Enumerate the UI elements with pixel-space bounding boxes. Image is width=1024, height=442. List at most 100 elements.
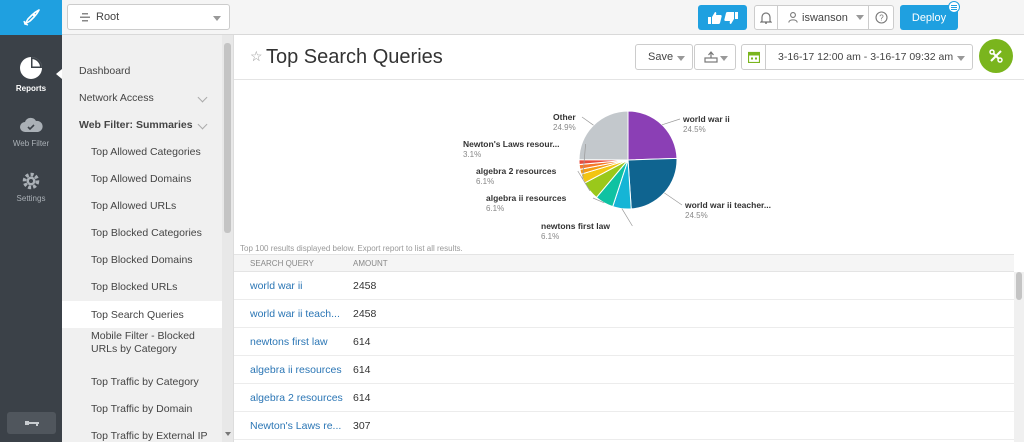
chevron-down-icon <box>720 56 728 61</box>
menu-item-8[interactable]: Top Blocked URLs <box>62 273 222 300</box>
menu-item-label: Mobile Filter - Blocked URLs by Category <box>91 330 195 355</box>
pie-percent-9: 24.9% <box>553 123 576 132</box>
collapse-rail-button[interactable] <box>7 412 56 434</box>
scroll-down-arrow-icon[interactable] <box>225 432 231 436</box>
menu-item-13[interactable]: Top Traffic by External IP <box>62 422 222 442</box>
table-row: algebra 2 resources 614 <box>234 384 1014 412</box>
chevron-down-icon <box>957 56 965 61</box>
pie-percent-3: 6.1% <box>486 204 504 213</box>
root-selector[interactable]: Root <box>67 4 230 30</box>
menu-item-label: Top Allowed URLs <box>91 199 177 212</box>
menu-item-9[interactable]: Top Search Queries <box>62 301 222 328</box>
table-scrollbar-thumb[interactable] <box>1016 272 1022 300</box>
save-label: Save <box>648 51 674 63</box>
menu-item-label: Top Allowed Categories <box>91 145 201 158</box>
menu-item-label: Top Allowed Domains <box>91 172 192 185</box>
table-row: algebra ii resources 614 <box>234 356 1014 384</box>
menu-item-label: Web Filter: Summaries <box>79 118 193 131</box>
deploy-menu-icon[interactable] <box>948 1 960 13</box>
deploy-label: Deploy <box>911 11 947 24</box>
rail-label-reports: Reports <box>15 84 47 93</box>
menu-item-label: Dashboard <box>79 64 131 77</box>
feedback-button[interactable] <box>698 5 747 30</box>
menu-item-4[interactable]: Top Allowed Domains <box>62 165 222 192</box>
pie-leader-line-4 <box>577 170 591 191</box>
menu-item-1[interactable]: Network Access <box>62 84 222 111</box>
notifications-button[interactable] <box>754 5 778 30</box>
table-row: world war ii teach... 2458 <box>234 300 1014 328</box>
favorite-star-icon[interactable]: ☆ <box>250 48 263 64</box>
pie-leader-line-2 <box>621 208 633 227</box>
rail-item-web-filter[interactable]: Web Filter <box>0 116 62 148</box>
chevron-down-icon <box>197 92 208 103</box>
pie-leader-line-1 <box>664 192 683 206</box>
menu-scrollbar-thumb[interactable] <box>224 43 231 233</box>
menu-item-label: Top Traffic by Domain <box>91 402 193 415</box>
bell-icon <box>760 12 772 24</box>
table-scrollbar[interactable] <box>1014 272 1024 442</box>
pie-label-5: Newton's Laws resour... <box>463 139 560 149</box>
pie-label-0: world war ii <box>682 114 730 124</box>
menu-item-10[interactable]: Mobile Filter - Blocked URLs by Category <box>62 328 212 368</box>
gear-icon <box>22 172 40 190</box>
save-button[interactable]: Save <box>635 44 693 70</box>
column-header-search-query[interactable]: SEARCH QUERY <box>250 259 314 268</box>
pie-leader-line-0 <box>661 118 681 126</box>
amount-value: 614 <box>353 392 371 404</box>
search-query-link[interactable]: algebra ii resources <box>250 364 342 376</box>
help-button[interactable]: ? <box>868 5 894 30</box>
hierarchy-icon <box>80 12 90 21</box>
tools-icon <box>989 49 1003 63</box>
pie-label-4: algebra 2 resources <box>476 166 557 176</box>
user-menu[interactable]: iswanson <box>777 5 869 30</box>
search-query-link[interactable]: Newton's Laws re... <box>250 420 342 432</box>
chevron-down-icon <box>197 119 208 130</box>
pie-label-9: Other <box>553 112 576 122</box>
menu-item-0[interactable]: Dashboard <box>62 57 222 84</box>
pie-label-3: algebra ii resources <box>486 193 567 203</box>
pie-percent-4: 6.1% <box>476 177 494 186</box>
pie-slice-0[interactable] <box>627 110 678 161</box>
search-query-link[interactable]: newtons first law <box>250 336 328 348</box>
pie-slice-9[interactable] <box>578 110 629 161</box>
date-range-picker[interactable]: 3-16-17 12:00 am - 3-16-17 09:32 am <box>741 44 973 70</box>
menu-item-label: Top Blocked Categories <box>91 226 202 239</box>
menu-item-label: Top Traffic by Category <box>91 375 199 388</box>
run-report-button[interactable] <box>979 39 1013 73</box>
menu-item-12[interactable]: Top Traffic by Domain <box>62 395 222 422</box>
calendar-icon <box>742 45 766 69</box>
export-button[interactable] <box>694 44 736 70</box>
page-title: Top Search Queries <box>266 46 443 68</box>
menu-item-7[interactable]: Top Blocked Domains <box>62 246 222 273</box>
search-query-link[interactable]: world war ii <box>250 280 303 292</box>
rail-item-reports[interactable]: Reports <box>0 55 62 93</box>
menu-scrollbar[interactable] <box>222 35 233 442</box>
menu-item-5[interactable]: Top Allowed URLs <box>62 192 222 219</box>
search-query-link[interactable]: algebra 2 resources <box>250 392 343 404</box>
search-query-link[interactable]: world war ii teach... <box>250 308 340 320</box>
menu-item-label: Top Search Queries <box>91 308 184 321</box>
menu-item-2[interactable]: Web Filter: Summaries <box>62 111 222 138</box>
pie-percent-2: 6.1% <box>541 232 559 241</box>
amount-value: 2458 <box>353 308 377 320</box>
pie-label-2: newtons first law <box>541 221 610 231</box>
menu-item-11[interactable]: Top Traffic by Category <box>62 368 222 395</box>
column-header-amount[interactable]: AMOUNT <box>353 259 388 268</box>
selected-rail-pointer <box>56 69 62 79</box>
pie-slice-1[interactable] <box>627 157 678 210</box>
rail-item-settings[interactable]: Settings <box>0 171 62 203</box>
table-header: SEARCH QUERY AMOUNT <box>234 254 1014 272</box>
menu-item-6[interactable]: Top Blocked Categories <box>62 219 222 246</box>
table-row: Newton's Laws re... 307 <box>234 412 1014 440</box>
pie-percent-0: 24.5% <box>683 125 706 134</box>
thumbs-down-icon <box>723 11 738 24</box>
icon-rail: Reports Web Filter Settings <box>0 0 62 442</box>
menu-item-label: Top Blocked URLs <box>91 280 178 293</box>
pie-label-1: world war ii teacher... <box>684 200 771 210</box>
menu-item-label: Network Access <box>79 91 154 104</box>
chevron-down-icon <box>677 56 685 61</box>
cloud-icon <box>20 117 43 132</box>
menu-item-3[interactable]: Top Allowed Categories <box>62 138 222 165</box>
chevron-down-icon <box>855 15 864 20</box>
rocket-logo-icon[interactable] <box>0 0 62 35</box>
